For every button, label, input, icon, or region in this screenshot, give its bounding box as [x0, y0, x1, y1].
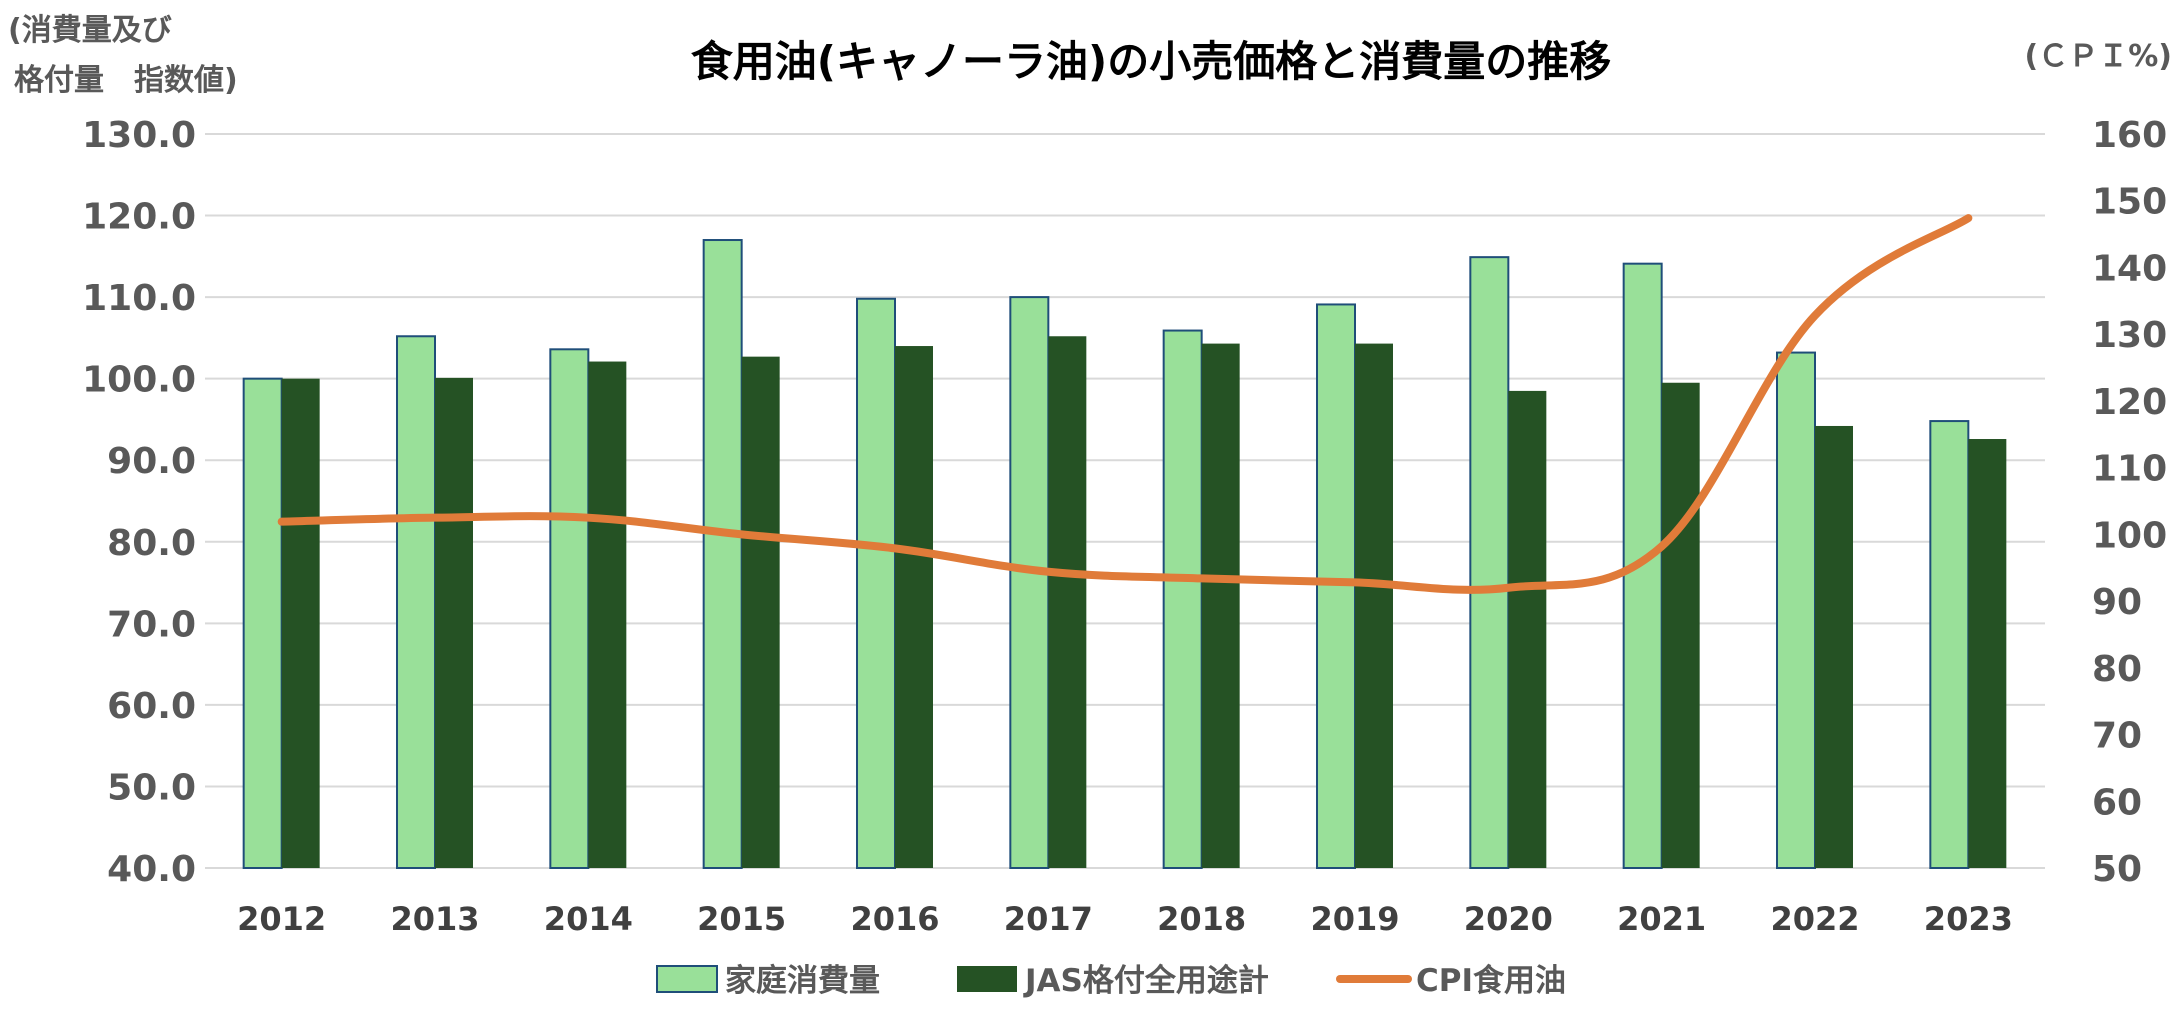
x-tick-label: 2023: [1924, 900, 2013, 938]
bar-jas-grading-total: [1815, 425, 1853, 868]
legend-label-household: 家庭消費量: [725, 963, 880, 999]
x-tick-label: 2018: [1157, 900, 1246, 938]
legend: 家庭消費量 JAS格付全用途計 CPI食用油: [656, 963, 1566, 999]
legend-swatch-household: [656, 965, 718, 993]
right-axis-ticks: 50 60 70 80 90 100 110 120 130 140 150 160: [2092, 115, 2167, 890]
left-tick-label: 60.0: [107, 686, 196, 727]
bar-household-consumption: [1929, 420, 1970, 869]
cpi-line: [277, 214, 1973, 594]
cpi-point: [1354, 581, 1356, 583]
x-tick-label: 2020: [1464, 900, 1553, 938]
right-tick-label: 160: [2092, 115, 2167, 156]
x-tick-label: 2014: [544, 900, 633, 938]
legend-label-cpi: CPI食用油: [1416, 963, 1566, 999]
left-tick-label: 70.0: [107, 604, 196, 645]
x-tick-label: 2016: [850, 900, 939, 938]
right-axis-unit: (ＣＰＩ%): [2025, 39, 2172, 74]
gridlines: [205, 133, 2045, 869]
x-tick-label: 2013: [390, 900, 479, 938]
left-tick-label: 50.0: [107, 767, 196, 808]
x-tick-label: 2019: [1310, 900, 1399, 938]
left-tick-label: 40.0: [107, 849, 196, 890]
legend-label-jas: JAS格付全用途計: [1023, 963, 1269, 999]
bar-jas-grading-total: [435, 377, 473, 868]
cpi-point: [434, 517, 436, 519]
left-tick-label: 120.0: [82, 197, 196, 238]
bar-jas-grading-total: [1355, 343, 1393, 868]
bar-jas-grading-total: [895, 346, 933, 868]
x-tick-label: 2015: [697, 900, 786, 938]
bar-household-consumption: [242, 377, 283, 869]
left-tick-label: 80.0: [107, 523, 196, 564]
right-tick-label: 120: [2092, 382, 2167, 423]
right-tick-label: 90: [2092, 582, 2142, 623]
left-tick-label: 90.0: [107, 441, 196, 482]
bar-jas-grading-total: [1048, 336, 1087, 868]
right-tick-label: 50: [2092, 849, 2142, 890]
cpi-point: [1201, 577, 1203, 579]
chart-title: 食用油(キャノーラ油)の小売価格と消費量の推移: [691, 37, 1611, 86]
left-axis-unit-line1: (消費量及び: [8, 13, 172, 48]
left-axis-ticks: 40.0 50.0 60.0 70.0 80.0 90.0 100.0 110.0 120.0 1…: [82, 115, 196, 890]
x-axis-ticks: 2012 2013 2014 2015 2016 2017 2018 2019 2020 2021…: [237, 900, 2013, 938]
bar-jas-grading-total: [281, 378, 320, 868]
cpi-point: [1507, 587, 1509, 589]
bars: [242, 239, 2007, 870]
bar-jas-grading-total: [1661, 382, 1700, 868]
cpi-point: [1047, 571, 1049, 573]
x-tick-label: 2012: [237, 900, 326, 938]
bar-household-consumption: [1776, 351, 1816, 869]
cpi-point: [1967, 217, 1969, 219]
cpi-point: [281, 521, 283, 523]
legend-swatch-jas: [957, 966, 1017, 992]
left-tick-label: 130.0: [82, 115, 196, 156]
bar-household-consumption: [1469, 256, 1510, 870]
bar-household-consumption: [1162, 329, 1203, 869]
left-tick-label: 100.0: [82, 360, 196, 401]
right-tick-label: 150: [2092, 182, 2167, 223]
left-axis-unit-line2: 格付量 指数値): [14, 63, 238, 98]
bar-household-consumption: [396, 335, 436, 870]
bar-jas-grading-total: [741, 356, 780, 868]
left-tick-label: 110.0: [82, 278, 196, 319]
cpi-point: [1814, 314, 1816, 316]
cpi-point: [741, 533, 743, 535]
bar-household-consumption: [549, 348, 590, 870]
bar-jas-grading-total: [588, 361, 627, 868]
x-tick-label: 2017: [1004, 900, 1093, 938]
right-tick-label: 140: [2092, 248, 2167, 289]
bar-household-consumption: [856, 297, 896, 869]
right-tick-label: 80: [2092, 649, 2142, 690]
cpi-point: [587, 517, 589, 519]
x-tick-label: 2022: [1770, 900, 1859, 938]
right-tick-label: 100: [2092, 515, 2167, 556]
bar-jas-grading-total: [1201, 343, 1240, 868]
x-tick-label: 2021: [1617, 900, 1706, 938]
right-tick-label: 60: [2092, 782, 2142, 823]
right-tick-label: 70: [2092, 716, 2142, 757]
cpi-line-layer: [277, 214, 1973, 594]
bar-jas-grading-total: [1968, 439, 2007, 868]
cpi-point: [894, 547, 896, 549]
bar-household-consumption: [702, 239, 743, 869]
cpi-point: [1661, 545, 1663, 547]
bar-jas-grading-total: [1508, 390, 1547, 868]
right-tick-label: 110: [2092, 449, 2167, 490]
bar-household-consumption: [1009, 296, 1050, 870]
right-tick-label: 130: [2092, 315, 2167, 356]
